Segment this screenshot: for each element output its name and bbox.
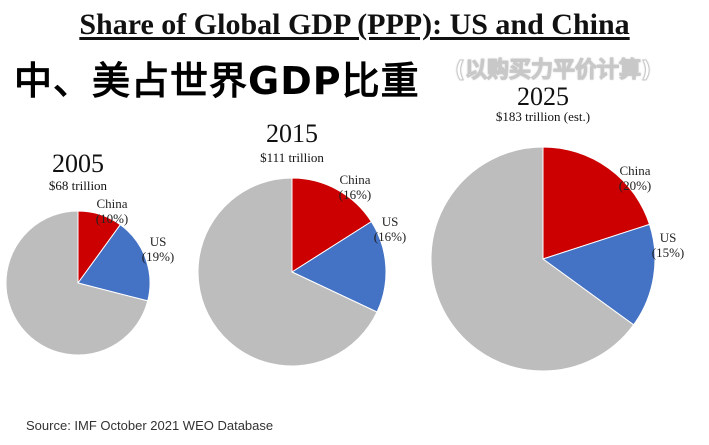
pie-slice-us-2005 bbox=[77, 224, 151, 302]
slice-label-us: US bbox=[150, 234, 167, 249]
slice-percent-us: (16%) bbox=[374, 229, 407, 244]
pie-slice-rest-of-world-2025 bbox=[430, 146, 635, 372]
pie-chart-2005: 2005$68 trillion China(10%) US(19%) bbox=[5, 149, 175, 356]
slice-percent-china: (16%) bbox=[339, 187, 372, 202]
pie-slice-us-2015 bbox=[290, 220, 387, 313]
pie-chart-2025: 2025$183 trillion (est.) China(20%) US(15%… bbox=[430, 82, 685, 372]
total-gdp-label: $183 trillion (est.) bbox=[496, 109, 590, 124]
pie-slice-us-2025 bbox=[541, 223, 656, 326]
pie-slice-rest-of-world-2015 bbox=[197, 177, 378, 367]
pie-slice-china-2015 bbox=[291, 177, 373, 273]
year-label: 2025 bbox=[517, 82, 569, 111]
slice-label-china: China bbox=[339, 172, 370, 187]
pie-slice-rest-of-world-2005 bbox=[5, 210, 149, 356]
slice-percent-china: (10%) bbox=[96, 211, 129, 226]
slice-label-us: US bbox=[660, 230, 677, 245]
slice-percent-us: (19%) bbox=[142, 249, 175, 264]
total-gdp-label: $111 trillion bbox=[260, 150, 324, 165]
chinese-note: (以购买力平价计算) bbox=[454, 58, 652, 84]
pie-slice-china-2025 bbox=[542, 146, 651, 260]
slice-label-china: China bbox=[619, 163, 650, 178]
slice-percent-china: (20%) bbox=[619, 178, 652, 193]
slice-label-us: US bbox=[382, 214, 399, 229]
source-note: Source: IMF October 2021 WEO Database bbox=[26, 418, 274, 433]
year-label: 2005 bbox=[52, 149, 104, 178]
year-label: 2015 bbox=[266, 119, 318, 148]
slice-percent-us: (15%) bbox=[652, 245, 685, 260]
chinese-subtitle: 中、美占世界GDP比重 bbox=[14, 59, 420, 103]
slice-label-china: China bbox=[96, 196, 127, 211]
total-gdp-label: $68 trillion bbox=[49, 178, 108, 193]
chart-title: Share of Global GDP (PPP): US and China bbox=[79, 8, 630, 41]
